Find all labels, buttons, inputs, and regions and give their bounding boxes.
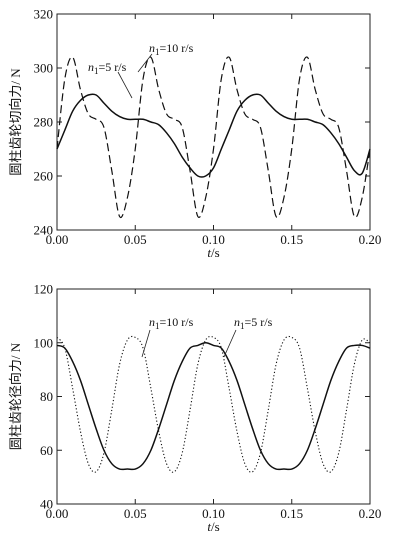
annotation-pointer: [137, 53, 153, 73]
tangential-force-chart: 0.00 0.05 0.10 0.15 0.20 240 260 280 300 320 t/s 圆柱…: [8, 7, 381, 261]
series-line-n1-5-r-s: [56, 342, 371, 471]
y-tick-label: 280: [34, 115, 54, 130]
x-tick-label: 0.20: [359, 232, 382, 247]
y-tick-label: 120: [34, 282, 54, 297]
x-tick-label: 0.00: [46, 506, 69, 521]
plot-frame: [56, 288, 371, 505]
x-tick-label: 0.10: [202, 506, 225, 521]
x-tick-label: 0.05: [124, 506, 147, 521]
series-annotation: n1=10 r/s: [149, 315, 194, 331]
y-axis-label: 圆柱齿轮切向力/ N: [8, 68, 23, 176]
annotation-pointer: [223, 329, 237, 358]
x-tick-label: 0.20: [359, 506, 382, 521]
annotation-pointer: [141, 329, 151, 358]
x-tick-label: 0.15: [280, 232, 303, 247]
series-line-n1-5-r-s: [56, 93, 371, 178]
x-tick-label: 0.15: [280, 506, 303, 521]
y-tick-label: 80: [40, 389, 53, 404]
y-tick-label: 320: [34, 7, 54, 22]
y-axis-label: 圆柱齿轮径向力/ N: [8, 342, 23, 450]
series-line-n1-10-r-s: [56, 56, 371, 219]
y-tick-label: 60: [40, 443, 53, 458]
series-annotation: n1=5 r/s: [88, 60, 127, 76]
radial-force-chart: 0.00 0.05 0.10 0.15 0.20 40 60 80 100 120 t/s 圆柱齿轮径…: [8, 282, 381, 535]
y-tick-label: 300: [34, 61, 54, 76]
y-tick-label: 240: [34, 223, 54, 238]
annotation-pointer: [117, 71, 133, 99]
series-annotation: n1=5 r/s: [234, 315, 273, 331]
x-tick-label: 0.10: [202, 232, 225, 247]
y-tick-label: 40: [40, 497, 53, 512]
y-tick-label: 260: [34, 169, 54, 184]
x-tick-label: 0.00: [46, 232, 69, 247]
plot-frame: [56, 13, 371, 231]
y-tick-label: 100: [34, 335, 54, 350]
series-line-n1-10-r-s: [56, 335, 371, 473]
x-axis-label: t/s: [207, 519, 219, 534]
x-axis-label: t/s: [207, 245, 219, 260]
series-annotation: n1=10 r/s: [149, 41, 194, 57]
x-tick-label: 0.05: [124, 232, 147, 247]
